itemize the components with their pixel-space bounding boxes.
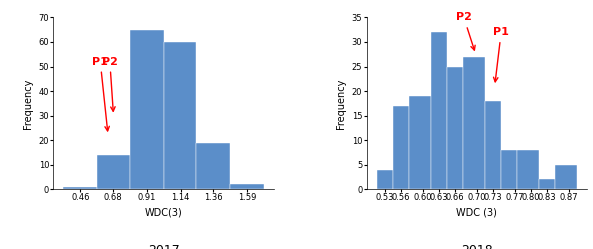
Bar bbox=[196, 143, 230, 189]
Bar bbox=[556, 165, 577, 189]
Bar bbox=[447, 66, 463, 189]
Bar bbox=[230, 184, 264, 189]
Bar bbox=[63, 187, 97, 189]
Text: P1: P1 bbox=[493, 27, 509, 82]
X-axis label: WDC(3): WDC(3) bbox=[145, 208, 183, 218]
Text: P2: P2 bbox=[102, 57, 118, 111]
Bar bbox=[501, 150, 518, 189]
Y-axis label: Frequency: Frequency bbox=[336, 78, 346, 128]
X-axis label: WDC (3): WDC (3) bbox=[457, 208, 498, 218]
Bar bbox=[377, 170, 393, 189]
Bar bbox=[485, 101, 501, 189]
Bar bbox=[393, 106, 409, 189]
Bar bbox=[518, 150, 539, 189]
Text: 2017: 2017 bbox=[148, 244, 180, 249]
Text: P1: P1 bbox=[93, 57, 109, 131]
Bar bbox=[431, 32, 447, 189]
Bar bbox=[539, 180, 556, 189]
Y-axis label: Frequency: Frequency bbox=[23, 78, 33, 128]
Bar bbox=[463, 57, 485, 189]
Bar bbox=[97, 155, 130, 189]
Bar bbox=[409, 96, 431, 189]
Bar bbox=[130, 30, 164, 189]
Bar bbox=[164, 42, 196, 189]
Text: 2018: 2018 bbox=[461, 244, 493, 249]
Text: P2: P2 bbox=[456, 12, 475, 50]
